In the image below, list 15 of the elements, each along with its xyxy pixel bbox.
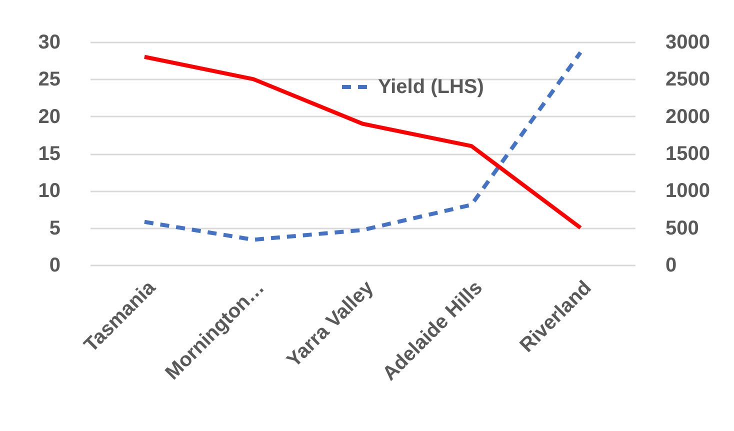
y-tick-label: 0 <box>49 254 60 276</box>
y2-tick-label: 1500 <box>666 143 710 165</box>
y-tick-label: 5 <box>49 217 60 240</box>
y2-tick-label: 1000 <box>666 180 710 202</box>
y2-tick-label: 0 <box>666 254 677 276</box>
y-tick-label: 25 <box>38 68 60 91</box>
y2-tick-label: 500 <box>666 217 699 240</box>
y-tick-label: 20 <box>38 106 60 128</box>
y-tick-label: 30 <box>38 32 60 54</box>
y2-tick-label: 3000 <box>666 32 710 54</box>
legend-label: Yield (LHS) <box>378 76 484 98</box>
y2-tick-label: 2500 <box>666 68 710 91</box>
y-tick-label: 15 <box>38 143 60 165</box>
y-tick-label: 10 <box>38 180 60 202</box>
y2-tick-label: 2000 <box>666 106 710 128</box>
